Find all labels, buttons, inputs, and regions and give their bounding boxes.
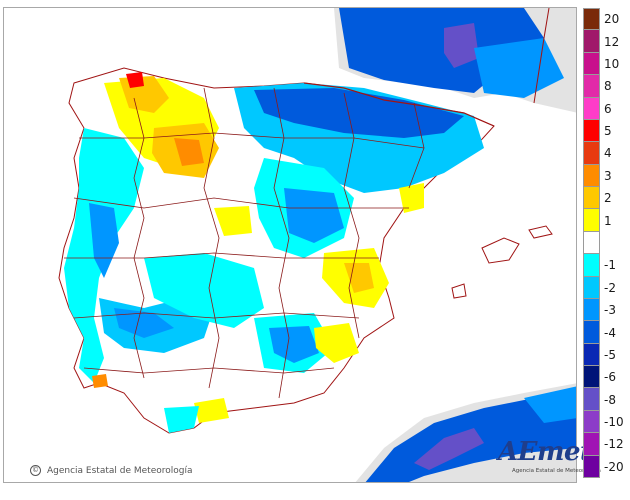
legend-swatch: [583, 410, 600, 434]
legend-label: -4: [604, 325, 616, 340]
legend-label: 6: [604, 101, 612, 116]
balearic-mallorca: [481, 237, 520, 264]
legend-swatch: [583, 455, 600, 478]
legend-swatch: [583, 97, 600, 120]
iberia-temperature-map: [4, 8, 576, 482]
anomaly-yellow-south: [194, 398, 229, 423]
legend-label: 8: [604, 79, 612, 94]
legend-label: -6: [604, 370, 616, 385]
legend-label: -10: [604, 415, 624, 430]
legend-swatch: [583, 209, 600, 232]
anomaly-purple-france: [444, 23, 479, 68]
legend-label: -5: [604, 347, 616, 362]
legend-label: 20: [604, 12, 620, 27]
legend-label: 12: [604, 34, 620, 49]
pyrenees-border: [303, 82, 495, 127]
anomaly-yellow-catalonia: [399, 183, 424, 213]
anomaly-blue-west: [89, 203, 119, 278]
anomaly-deep-blue-southwest: [114, 308, 174, 338]
legend-label: -20: [604, 459, 624, 474]
anomaly-purple-africa: [414, 428, 484, 470]
anomaly-orange-east: [344, 263, 374, 293]
legend-swatch: [583, 433, 600, 456]
aemet-logo: AEmet Agencia Estatal de Meteorología: [494, 437, 601, 479]
anomaly-cyan-gibraltar: [164, 406, 199, 433]
map-frame: [3, 7, 577, 483]
logo-subtitle: Agencia Estatal de Meteorología: [512, 468, 601, 474]
anomaly-cyan-africa: [524, 386, 576, 423]
anomaly-deep-blue-north: [254, 88, 464, 138]
legend-swatch: [583, 119, 600, 143]
legend-label: 10: [604, 56, 620, 71]
legend-swatch: [583, 164, 600, 188]
legend-swatch: [583, 298, 600, 322]
balearic-ibiza: [451, 283, 467, 299]
anomaly-cyan-lower-center: [144, 253, 264, 328]
legend-swatch: [583, 52, 600, 76]
legend-swatch: [583, 321, 600, 344]
legend-swatch: [583, 142, 600, 165]
copyright-icon: ©: [30, 465, 41, 476]
legend-swatch: [583, 8, 600, 31]
balearic-menorca: [528, 225, 553, 239]
legend-swatch: [583, 366, 600, 389]
anomaly-yellow-center: [214, 206, 252, 236]
legend-label: -2: [604, 280, 616, 295]
legend-swatch: [583, 187, 600, 210]
color-scale-legend: 20 12 10 8 6 5 4 3 2 1 -1 -2 -3 -4 -5 -6 -8 -10 -12 -20: [583, 8, 628, 480]
legend-label: 5: [604, 124, 612, 139]
legend-swatch: [583, 388, 600, 411]
legend-label: -1: [604, 258, 616, 273]
legend-label: -8: [604, 392, 616, 407]
anomaly-orange-south: [92, 374, 108, 388]
legend-label: 3: [604, 168, 612, 183]
credit-text: Agencia Estatal de Meteorología: [47, 466, 193, 476]
legend-label: 1: [604, 213, 612, 228]
legend-label: 4: [604, 146, 612, 161]
anomaly-deep-orange-castile: [174, 138, 204, 166]
province-borders: [64, 87, 425, 399]
anomaly-blue-southeast: [269, 326, 319, 363]
france-border: [533, 8, 550, 104]
legend-label: -12: [604, 437, 624, 452]
legend-label: -3: [604, 303, 616, 318]
logo-word: AEmet: [498, 437, 592, 467]
anomaly-yellow-murcia: [314, 323, 359, 363]
legend-swatch: [583, 75, 600, 98]
legend-swatch: [583, 276, 600, 299]
legend-swatch: [583, 30, 600, 53]
anomaly-red-northwest: [126, 72, 144, 88]
legend-swatch: [583, 254, 600, 277]
anomaly-blue-center: [284, 188, 344, 243]
legend-label: 2: [604, 191, 612, 206]
legend-swatch: [583, 231, 600, 255]
legend-swatch: [583, 343, 600, 367]
